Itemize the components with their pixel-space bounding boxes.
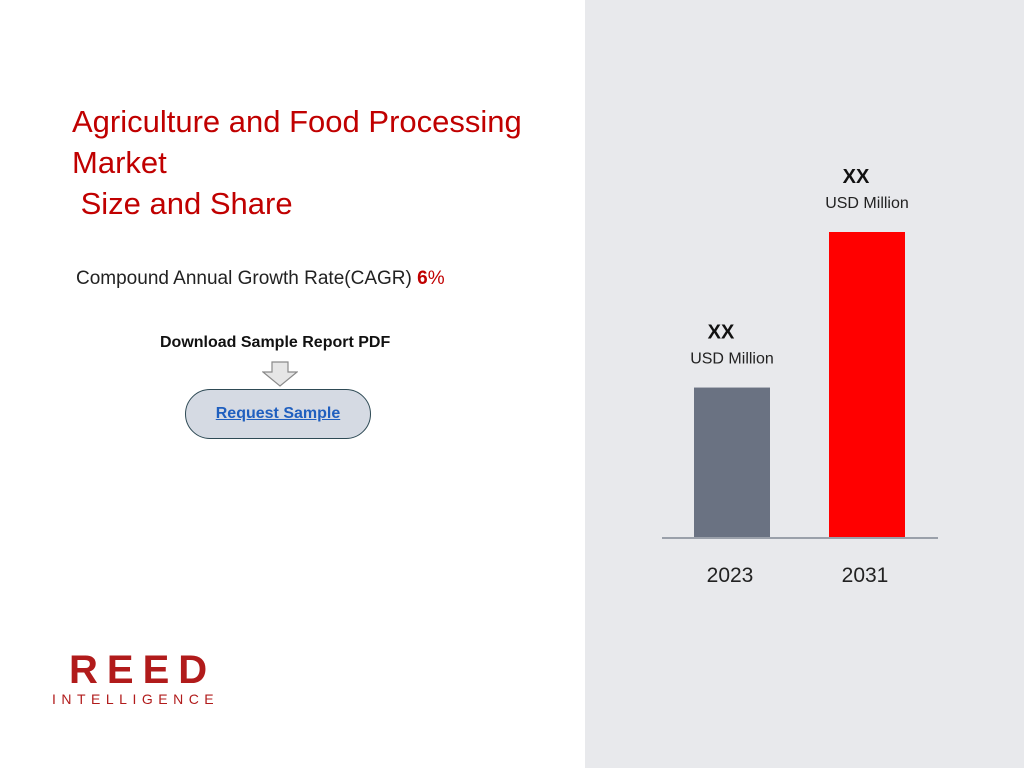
bar-unit-label-2031: USD Million xyxy=(825,195,909,212)
bar-unit-label-2023: USD Million xyxy=(690,351,774,368)
cagr-unit: % xyxy=(427,268,445,289)
title-line-3: Size and Share xyxy=(72,186,293,221)
down-arrow-icon xyxy=(262,361,298,387)
request-sample-link[interactable]: Request Sample xyxy=(215,405,341,422)
logo-reed: REED xyxy=(69,648,217,692)
cagr-label: Compound Annual Growth Rate(CAGR) xyxy=(76,268,418,289)
cagr-value: 6 xyxy=(417,268,428,289)
title-line-2: Market xyxy=(72,145,167,180)
x-tick-label-2031: 2031 xyxy=(842,564,889,587)
bar-value-label-2031: XX xyxy=(843,166,870,188)
cagr-text: Compound Annual Growth Rate(CAGR) 6% xyxy=(76,268,445,290)
bar-chart: XX USD Million 2023 XX USD Million 2031 xyxy=(662,166,938,587)
title-line-1: Agriculture and Food Processing xyxy=(72,104,522,139)
left-panel: Agriculture and Food Processing Market S… xyxy=(52,101,552,708)
bar-value-label-2023: XX xyxy=(708,322,735,344)
company-logo: REED INTELLIGENCE xyxy=(52,650,219,708)
bar-2023 xyxy=(694,387,770,537)
bar-2031 xyxy=(829,232,905,537)
request-sample-button[interactable]: Request Sample xyxy=(185,389,371,439)
chart-panel: XX USD Million 2023 XX USD Million 2031 xyxy=(585,0,1024,768)
logo-intelligence: INTELLIGENCE xyxy=(52,691,220,707)
page-title: Agriculture and Food Processing Market S… xyxy=(72,101,552,224)
x-tick-label-2023: 2023 xyxy=(707,564,754,587)
download-label: Download Sample Report PDF xyxy=(160,334,391,351)
